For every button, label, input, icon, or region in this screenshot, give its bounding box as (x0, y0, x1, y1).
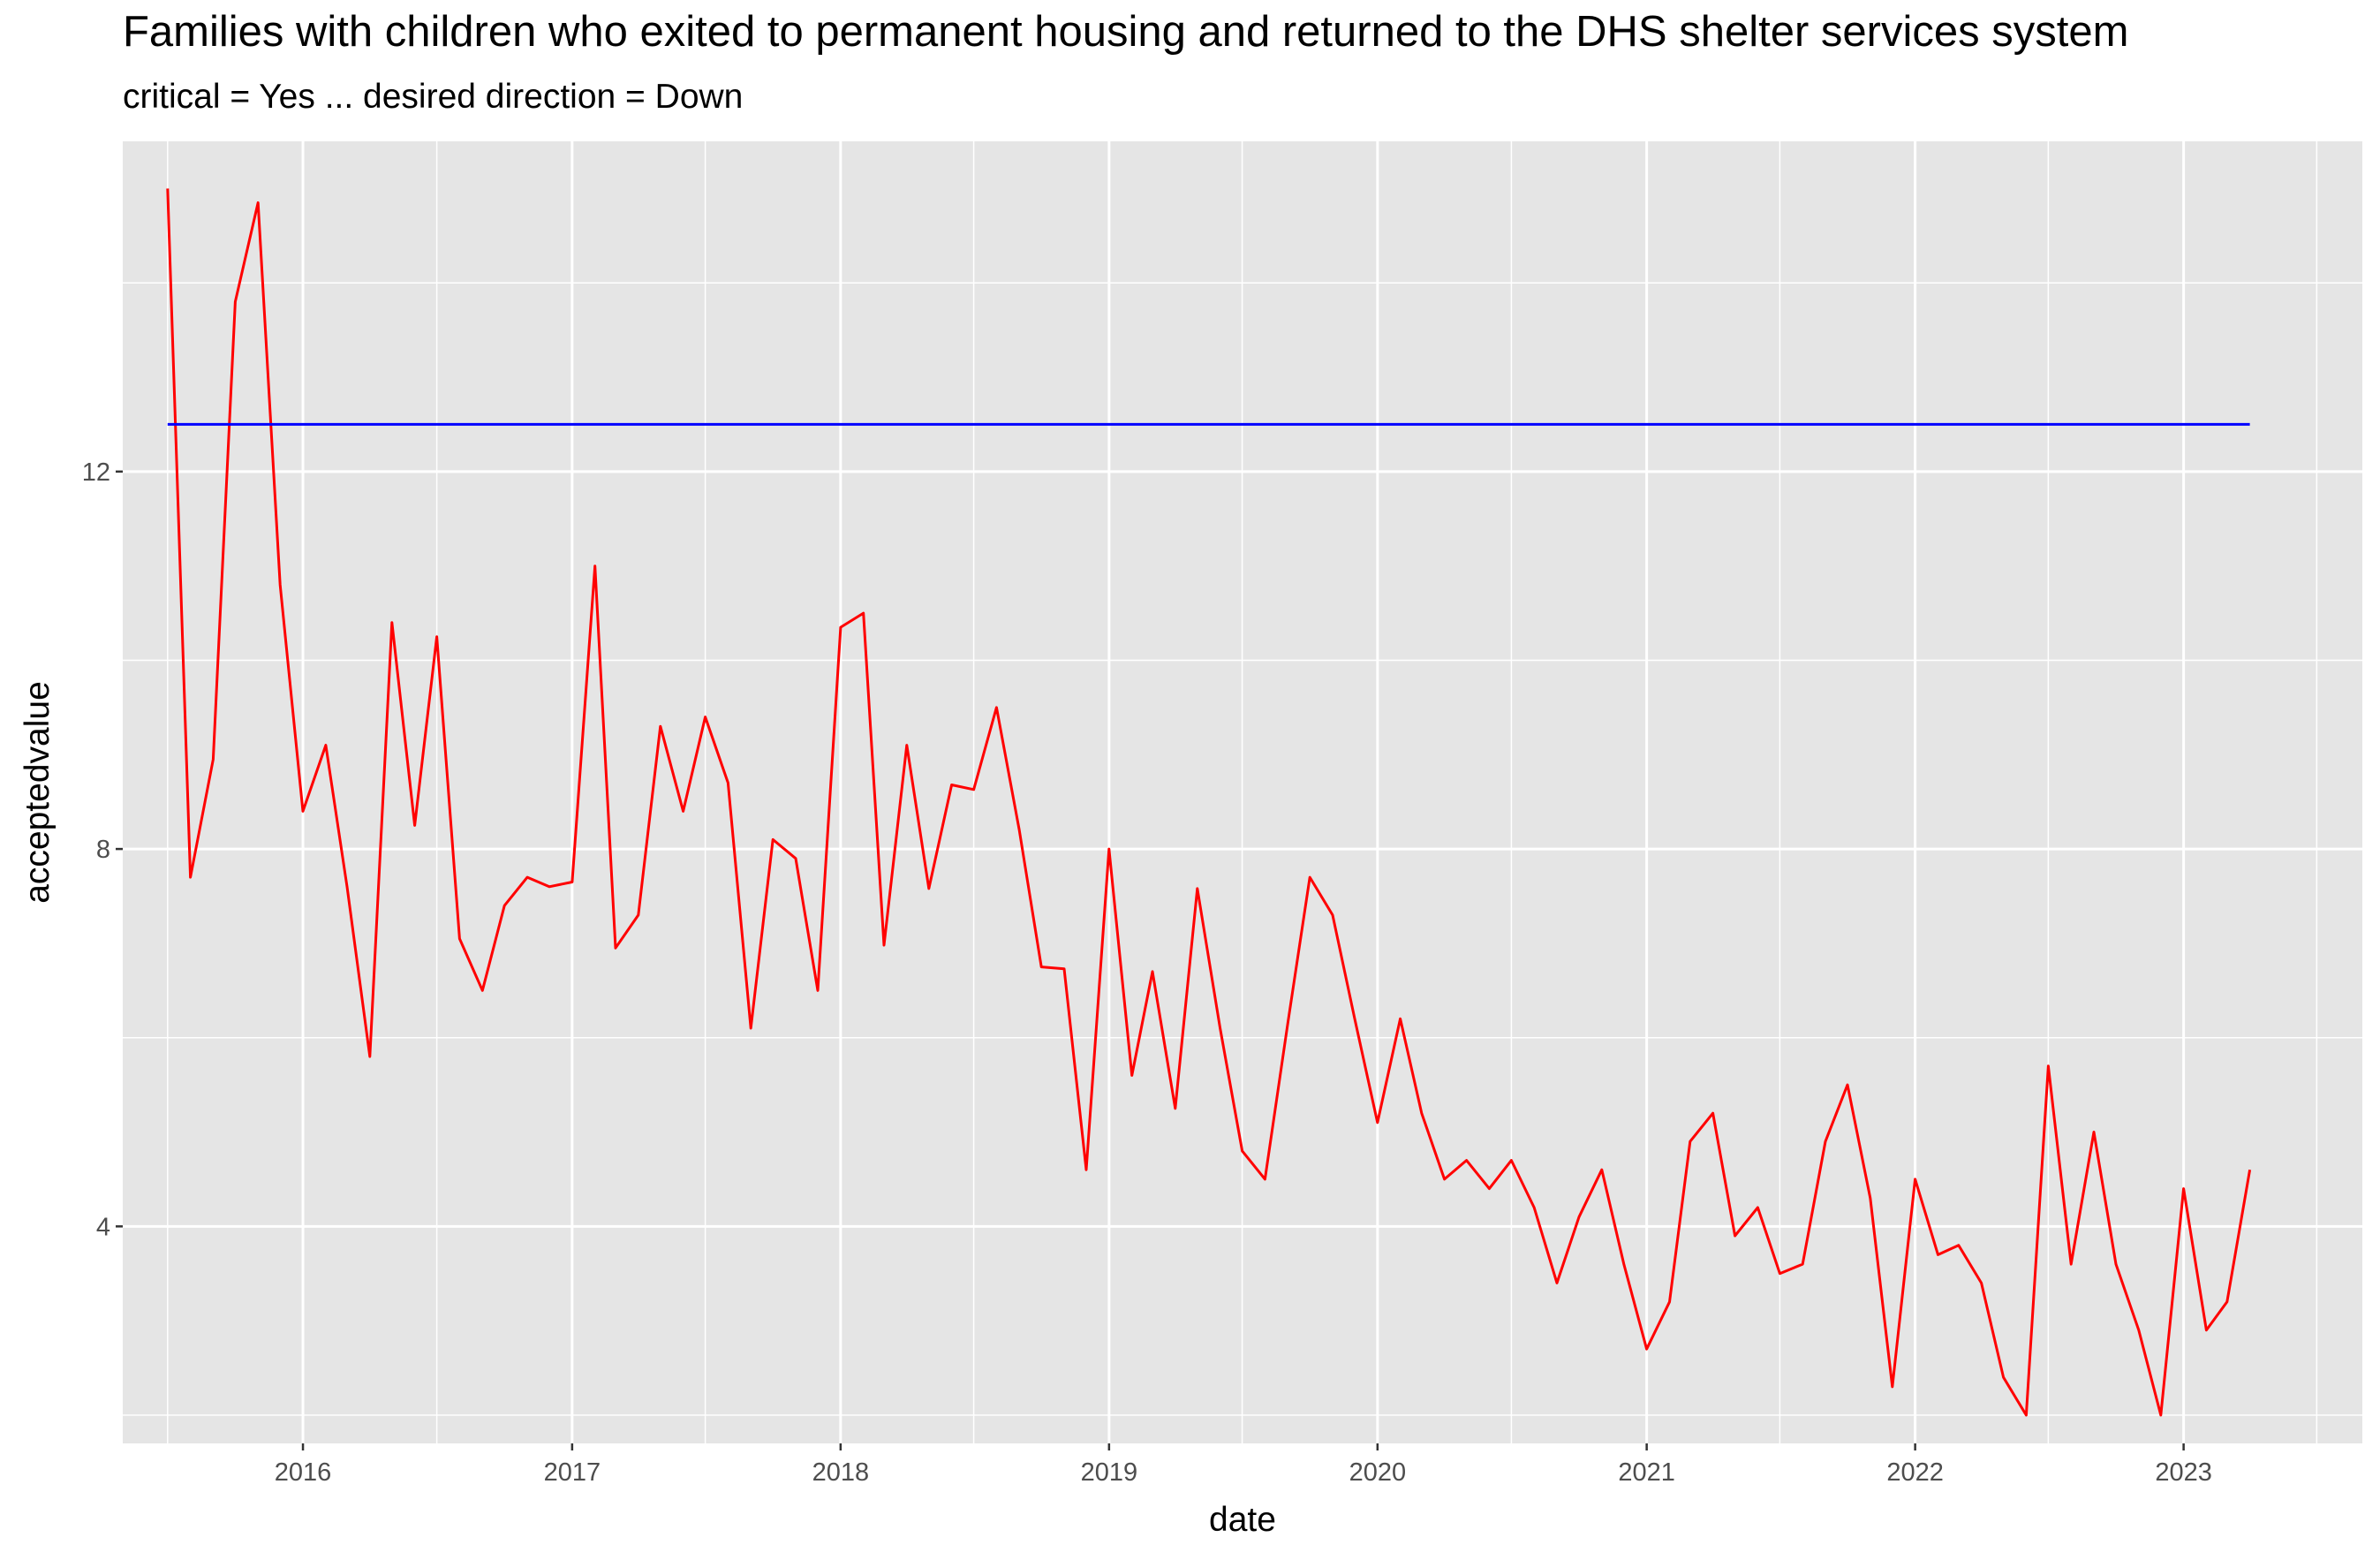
y-axis-title: acceptedvalue (19, 681, 57, 904)
x-tick-labels: 2016 2017 2018 2019 2020 2021 2022 2023 (275, 1458, 2212, 1487)
series-layer (166, 188, 2252, 1417)
x-tick-label: 2023 (2155, 1458, 2212, 1487)
x-tick-label: 2022 (1886, 1458, 1944, 1487)
x-tick-label: 2018 (812, 1458, 870, 1487)
y-tick-label: 4 (96, 1213, 110, 1241)
series-line-actual (166, 188, 2252, 1417)
chart-subtitle: critical = Yes ... desired direction = D… (123, 78, 744, 116)
y-tick-labels: 4 8 12 (82, 458, 110, 1241)
x-tick-label: 2020 (1349, 1458, 1407, 1487)
x-tick-label: 2021 (1618, 1458, 1675, 1487)
x-axis-title: date (1209, 1501, 1276, 1539)
y-tick-label: 12 (82, 458, 110, 487)
y-tick-label: 8 (96, 836, 110, 864)
chart-title: Families with children who exited to per… (123, 8, 2129, 56)
x-tick-label: 2019 (1081, 1458, 1138, 1487)
x-tick-label: 2016 (275, 1458, 332, 1487)
x-tick-label: 2017 (544, 1458, 601, 1487)
major-gridlines (123, 141, 2362, 1443)
axis-ticks (116, 470, 2185, 1450)
